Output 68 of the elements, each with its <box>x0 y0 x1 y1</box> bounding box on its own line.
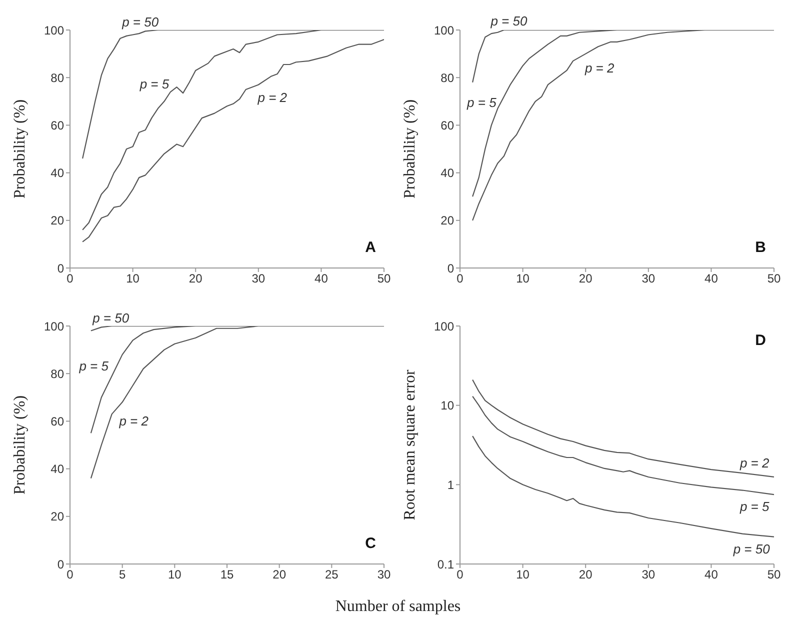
y-tick-label: 60 <box>50 118 64 132</box>
text: C <box>365 535 376 552</box>
annotation: p = 5 <box>466 95 498 110</box>
x-tick-label: 20 <box>578 272 593 286</box>
y-tick-label: 20 <box>50 510 64 524</box>
x-tick-label: 0 <box>456 568 464 582</box>
x-axis-title: Number of samples <box>334 598 462 616</box>
x-tick-label: 10 <box>516 272 530 286</box>
x-tick-label: 40 <box>314 272 328 286</box>
y-tick-label: 1 <box>447 478 454 492</box>
y-axis-title: Probability (%) <box>12 99 29 199</box>
annotation: p = 50 <box>490 14 528 28</box>
y-tick-label: 60 <box>50 414 64 428</box>
annotation: p = 5 <box>78 358 110 374</box>
x-tick-label: 10 <box>516 568 530 582</box>
x-tick-label: 30 <box>252 272 266 286</box>
y-tick-label: 100 <box>44 23 64 38</box>
y-tick-label: 80 <box>50 70 64 85</box>
annotation: p = 2 <box>738 456 770 471</box>
chart-title: D <box>755 332 766 349</box>
y-axis-title: Root mean square error <box>402 369 419 520</box>
y-axis-title: Probability (%) <box>402 99 419 199</box>
x-tick-label: 20 <box>578 568 593 582</box>
x-tick-label: 50 <box>377 272 391 286</box>
annotation: p = 5 <box>738 498 770 514</box>
x-tick-label: 30 <box>377 568 391 582</box>
x-tick-label: 30 <box>642 568 656 582</box>
y-tick-label: 0 <box>57 557 64 572</box>
annotation: p = 5 <box>138 76 170 92</box>
y-tick-label: 100 <box>434 319 454 334</box>
y-tick-label: 10 <box>440 398 454 413</box>
y-tick-label: 40 <box>50 462 64 476</box>
x-tick-label: 40 <box>704 272 718 286</box>
y-tick-label: 100 <box>44 319 64 334</box>
y-tick-label: 100 <box>434 23 454 38</box>
x-tick-label: 0 <box>66 272 74 286</box>
text: A <box>365 239 376 256</box>
x-tick-label: 40 <box>704 568 718 582</box>
x-tick-label: 0 <box>456 272 464 286</box>
y-tick-label: 80 <box>50 366 64 381</box>
text: B <box>755 239 766 256</box>
y-tick-label: 0 <box>447 261 454 276</box>
y-tick-label: 0.1 <box>437 557 454 572</box>
x-tick-label: 50 <box>767 272 781 286</box>
annotation: p = 2 <box>584 60 616 76</box>
y-axis-title: Probability (%) <box>12 395 29 495</box>
annotation: p = 2 <box>118 414 150 429</box>
y-tick-label: 0 <box>57 261 64 276</box>
x-tick-label: 50 <box>767 568 781 582</box>
x-tick-label: 30 <box>642 272 656 286</box>
x-tick-label: 5 <box>118 568 126 582</box>
y-tick-label: 40 <box>440 166 454 180</box>
x-tick-label: 0 <box>66 568 74 582</box>
y-tick-label: 20 <box>50 214 64 228</box>
x-tick-label: 10 <box>126 272 140 286</box>
x-tick-label: 15 <box>220 568 234 582</box>
annotation: p = 50 <box>732 541 771 556</box>
x-tick-label: 25 <box>324 568 339 582</box>
x-tick-label: 20 <box>272 568 286 582</box>
x-tick-label: 20 <box>188 272 203 286</box>
annotation: p = 50 <box>92 310 130 326</box>
annotation: p = 50 <box>121 14 160 30</box>
y-tick-label: 40 <box>50 166 64 180</box>
y-tick-label: 80 <box>440 70 454 85</box>
x-tick-label: 10 <box>168 568 182 582</box>
y-tick-label: 60 <box>440 118 454 132</box>
annotation: p = 2 <box>256 90 288 106</box>
y-tick-label: 20 <box>440 214 454 228</box>
